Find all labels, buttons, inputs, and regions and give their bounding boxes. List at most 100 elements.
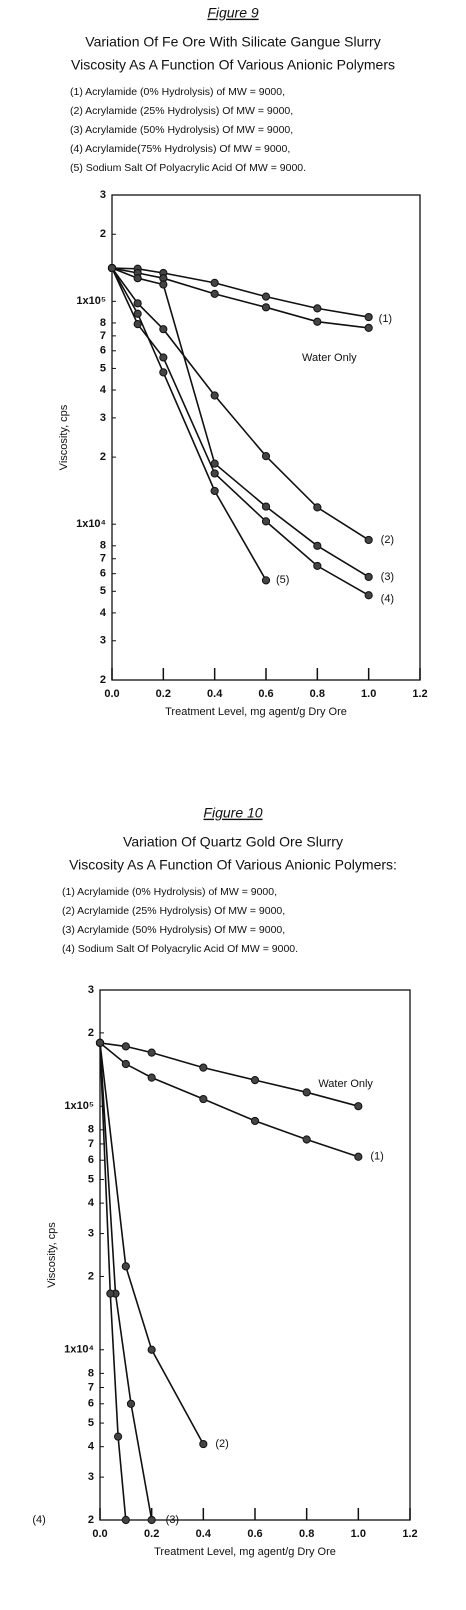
y-tick-label: 8 bbox=[100, 540, 106, 552]
series-label: (2) bbox=[381, 534, 394, 546]
y-tick-label: 8 bbox=[100, 317, 106, 329]
legend-note: (3) Acrylamide (50% Hydrolysis) Of MW = … bbox=[62, 924, 285, 936]
y-tick-label: 1x10⁴ bbox=[76, 518, 106, 530]
data-point bbox=[313, 317, 322, 326]
y-tick-label: 7 bbox=[100, 330, 106, 342]
legend-note: (1) Acrylamide (0% Hydrolysis) of MW = 9… bbox=[62, 886, 277, 898]
plot-frame bbox=[111, 194, 421, 681]
data-point bbox=[199, 1439, 208, 1449]
legend-note: (4) Acrylamide(75% Hydrolysis) Of MW = 9… bbox=[70, 143, 290, 155]
data-point bbox=[261, 576, 271, 585]
y-tick-label: 2 bbox=[100, 674, 106, 686]
series-label: Water Only bbox=[318, 1078, 373, 1090]
data-point bbox=[199, 1063, 208, 1072]
chart-title: Viscosity As A Function Of Various Anion… bbox=[71, 57, 395, 73]
y-tick-label: 2 bbox=[100, 228, 106, 240]
data-point bbox=[159, 368, 168, 377]
y-tick-label: 4 bbox=[100, 384, 107, 396]
data-point bbox=[261, 292, 271, 301]
y-tick-label: 5 bbox=[100, 362, 106, 374]
y-tick-label: 1x10⁵ bbox=[64, 1100, 94, 1112]
x-tick-label: 0.6 bbox=[258, 688, 273, 700]
data-point bbox=[133, 274, 142, 283]
data-point bbox=[159, 325, 168, 334]
y-tick-label: 3 bbox=[88, 1471, 94, 1483]
data-point bbox=[313, 503, 322, 512]
data-point bbox=[121, 1515, 130, 1525]
x-tick-label: 0.2 bbox=[156, 688, 171, 700]
y-tick-label: 5 bbox=[88, 1173, 94, 1185]
data-point bbox=[210, 486, 219, 496]
series-line bbox=[99, 1042, 359, 1107]
data-point bbox=[147, 1515, 156, 1525]
plot-frame bbox=[99, 989, 411, 1521]
data-point bbox=[364, 312, 373, 322]
y-tick-label: 1x10⁴ bbox=[64, 1344, 94, 1356]
data-point bbox=[121, 1262, 130, 1271]
y-tick-label: 2 bbox=[88, 1027, 94, 1039]
series-label: (3) bbox=[166, 1514, 179, 1526]
data-point bbox=[121, 1059, 130, 1069]
legend-note: (3) Acrylamide (50% Hydrolysis) Of MW = … bbox=[70, 124, 293, 136]
y-tick-label: 4 bbox=[88, 1441, 95, 1453]
data-point bbox=[133, 299, 142, 308]
data-point bbox=[147, 1073, 156, 1082]
series-line bbox=[111, 267, 370, 578]
data-point bbox=[147, 1345, 156, 1354]
series-label: Water Only bbox=[302, 352, 357, 364]
series-line bbox=[99, 1042, 359, 1158]
y-tick-label: 3 bbox=[100, 189, 106, 201]
figure-label: Figure 9 bbox=[207, 5, 259, 21]
y-tick-label: 4 bbox=[88, 1197, 95, 1209]
y-tick-label: 3 bbox=[88, 984, 94, 996]
data-point bbox=[126, 1399, 136, 1408]
x-tick-label: 1.2 bbox=[402, 1528, 417, 1540]
y-tick-label: 1x10⁵ bbox=[76, 295, 106, 307]
y-axis-label: Viscosity, cps bbox=[58, 404, 70, 470]
data-point bbox=[107, 263, 117, 273]
legend-note: (4) Sodium Salt Of Polyacrylic Acid Of M… bbox=[62, 943, 298, 955]
data-point bbox=[261, 452, 271, 461]
data-point bbox=[313, 561, 322, 571]
series-label: (4) bbox=[32, 1514, 45, 1526]
series-line bbox=[99, 1042, 205, 1445]
data-point bbox=[159, 353, 168, 362]
legend-note: (5) Sodium Salt Of Polyacrylic Acid Of M… bbox=[70, 162, 306, 174]
y-tick-label: 7 bbox=[100, 553, 106, 565]
series-label: (4) bbox=[381, 593, 394, 605]
data-point bbox=[250, 1116, 260, 1126]
y-tick-label: 2 bbox=[88, 1514, 94, 1526]
x-axis-label: Treatment Level, mg agent/g Dry Ore bbox=[154, 1546, 336, 1558]
y-tick-label: 3 bbox=[100, 412, 106, 424]
y-tick-label: 8 bbox=[88, 1367, 94, 1379]
x-tick-label: 0.2 bbox=[144, 1528, 159, 1540]
data-point bbox=[313, 541, 322, 550]
data-point bbox=[113, 1432, 123, 1441]
data-point bbox=[95, 1038, 105, 1047]
y-tick-label: 4 bbox=[100, 607, 107, 619]
y-tick-label: 2 bbox=[88, 1270, 94, 1282]
data-point bbox=[159, 280, 168, 289]
y-tick-label: 3 bbox=[88, 1227, 94, 1239]
data-point bbox=[199, 1094, 208, 1104]
x-tick-label: 0.0 bbox=[92, 1528, 107, 1540]
x-tick-label: 1.2 bbox=[412, 688, 427, 700]
x-tick-label: 1.0 bbox=[361, 688, 376, 700]
data-point bbox=[133, 309, 142, 318]
data-point bbox=[364, 535, 373, 545]
y-tick-label: 2 bbox=[100, 451, 106, 463]
y-tick-label: 7 bbox=[88, 1138, 94, 1150]
series-label: (2) bbox=[215, 1438, 228, 1450]
data-point bbox=[302, 1135, 311, 1144]
series-line bbox=[99, 1042, 153, 1521]
y-tick-label: 6 bbox=[100, 568, 106, 580]
x-tick-label: 1.0 bbox=[351, 1528, 366, 1540]
legend-note: (1) Acrylamide (0% Hydrolysis) of MW = 9… bbox=[70, 86, 285, 98]
series-label: (1) bbox=[379, 313, 392, 325]
data-point bbox=[302, 1088, 311, 1097]
y-tick-label: 3 bbox=[100, 635, 106, 647]
data-point bbox=[250, 1075, 260, 1085]
series-line bbox=[111, 267, 370, 541]
data-point bbox=[210, 278, 219, 287]
